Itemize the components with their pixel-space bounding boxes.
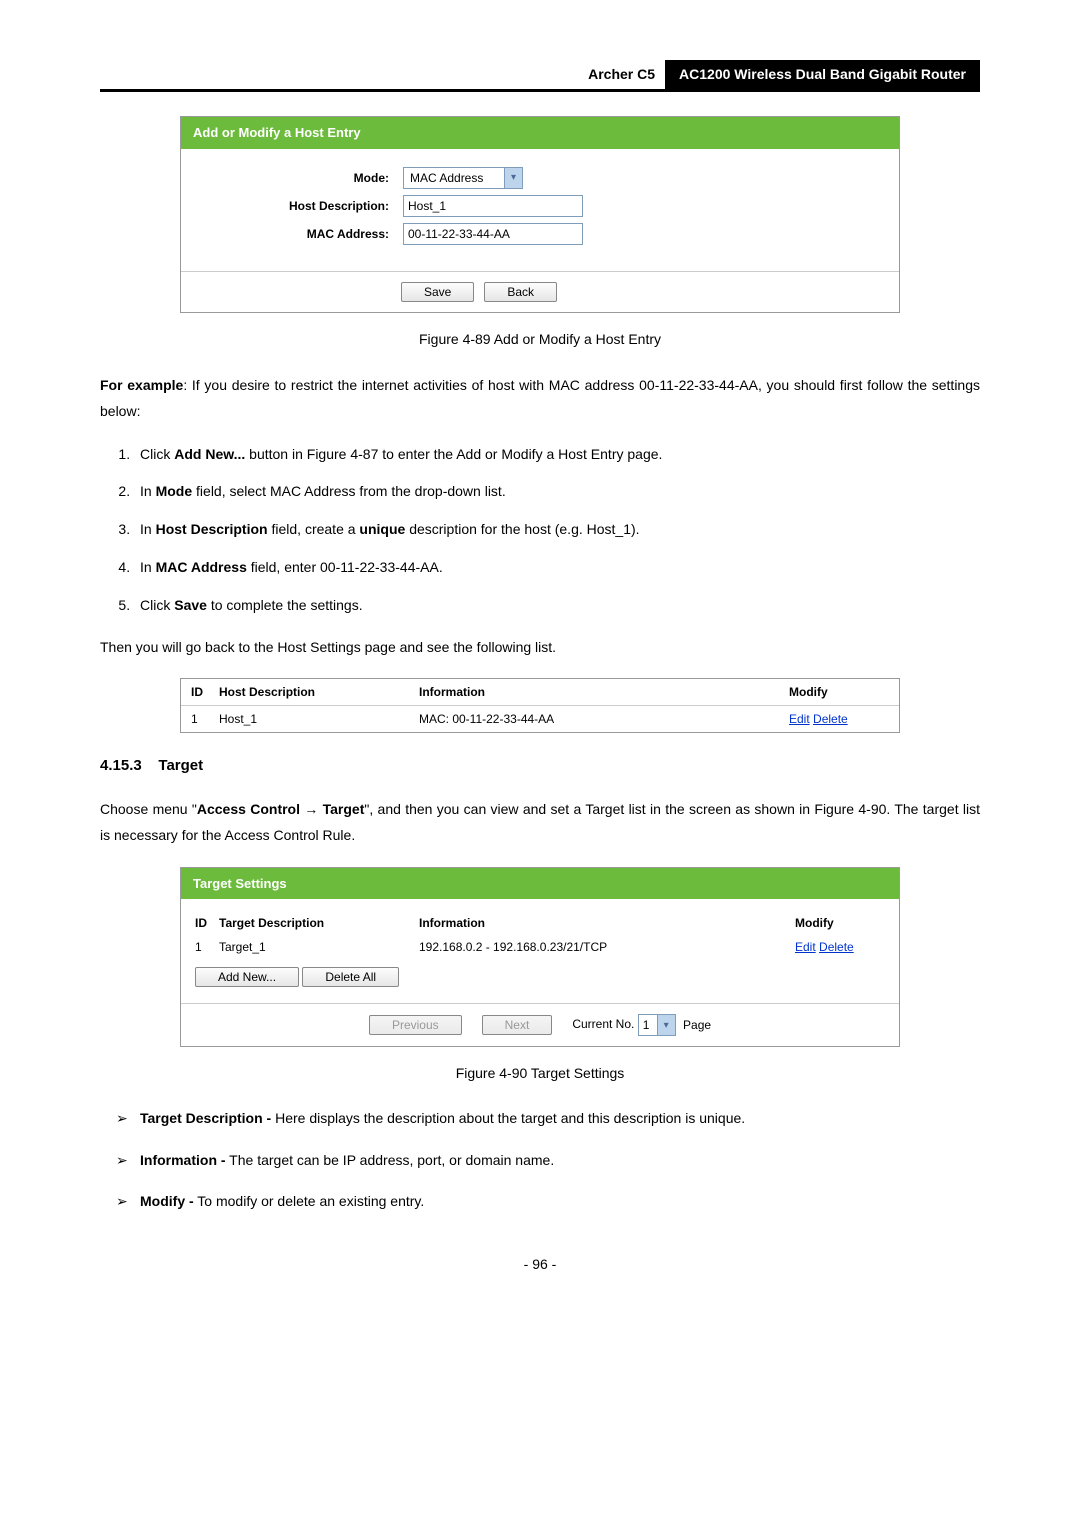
section-heading: 4.15.3 Target — [100, 755, 980, 778]
target-row-id: 1 — [195, 938, 219, 956]
target-settings-body: ID Target Description Information Modify… — [181, 899, 899, 1003]
mode-dropdown[interactable]: MAC Address ▾ — [403, 167, 523, 189]
target-table-header: ID Target Description Information Modify — [195, 911, 885, 935]
target-settings-title: Target Settings — [181, 868, 899, 900]
save-button[interactable]: Save — [401, 282, 474, 302]
step-4: In MAC Address field, enter 00-11-22-33-… — [134, 556, 980, 580]
example-prefix: For example — [100, 377, 183, 393]
target-delete-link[interactable]: Delete — [819, 940, 854, 954]
host-entry-footer: Save Back — [181, 271, 899, 312]
target-row-info: 192.168.0.2 - 192.168.0.23/21/TCP — [419, 938, 795, 956]
page-dropdown-value: 1 — [639, 1015, 657, 1035]
mac-address-row: MAC Address: — [193, 223, 887, 245]
host-table-row: 1 Host_1 MAC: 00-11-22-33-44-AA Edit Del… — [181, 706, 899, 732]
mode-label: Mode: — [193, 169, 403, 187]
host-row-info: MAC: 00-11-22-33-44-AA — [419, 710, 789, 728]
current-no-label: Current No. 1 ▾ Page — [572, 1014, 711, 1036]
host-description-row: Host Description: — [193, 195, 887, 217]
add-new-button[interactable]: Add New... — [195, 967, 299, 987]
host-entry-body: Mode: MAC Address ▾ Host Description: MA… — [181, 149, 899, 271]
target-edit-link[interactable]: Edit — [795, 940, 816, 954]
host-row-modify: Edit Delete — [789, 710, 889, 728]
target-col-modify: Modify — [795, 914, 885, 932]
target-settings-panel: Target Settings ID Target Description In… — [180, 867, 900, 1048]
host-row-desc: Host_1 — [219, 710, 419, 728]
chevron-down-icon: ▾ — [504, 168, 522, 188]
delete-all-button[interactable]: Delete All — [302, 967, 399, 987]
header-product: AC1200 Wireless Dual Band Gigabit Router — [665, 60, 980, 89]
step-1: Click Add New... button in Figure 4-87 t… — [134, 443, 980, 467]
target-bullets: Target Description - Here displays the d… — [100, 1106, 980, 1214]
page-number: - 96 - — [100, 1254, 980, 1275]
col-info-header: Information — [419, 683, 789, 701]
target-table-row: 1 Target_1 192.168.0.2 - 192.168.0.23/21… — [195, 935, 885, 959]
host-description-input[interactable] — [403, 195, 583, 217]
target-col-desc: Target Description — [219, 914, 419, 932]
bullet-modify: Modify - To modify or delete an existing… — [116, 1189, 980, 1214]
back-button[interactable]: Back — [484, 282, 557, 302]
target-button-row: Add New... Delete All — [195, 967, 885, 987]
step-5: Click Save to complete the settings. — [134, 594, 980, 618]
col-desc-header: Host Description — [219, 683, 419, 701]
delete-link[interactable]: Delete — [813, 712, 848, 726]
host-entry-panel: Add or Modify a Host Entry Mode: MAC Add… — [180, 116, 900, 313]
host-row-id: 1 — [191, 710, 219, 728]
mac-address-input[interactable] — [403, 223, 583, 245]
document-header: Archer C5 AC1200 Wireless Dual Band Giga… — [100, 60, 980, 92]
section-name: Target — [158, 757, 203, 774]
col-id-header: ID — [191, 683, 219, 701]
example-body: : If you desire to restrict the internet… — [100, 377, 980, 420]
example-paragraph: For example: If you desire to restrict t… — [100, 372, 980, 425]
edit-link[interactable]: Edit — [789, 712, 810, 726]
chevron-down-icon: ▾ — [657, 1015, 675, 1035]
mode-dropdown-value: MAC Address — [404, 168, 504, 188]
host-table-header: ID Host Description Information Modify — [181, 679, 899, 706]
col-modify-header: Modify — [789, 683, 889, 701]
target-row-modify: Edit Delete — [795, 938, 885, 956]
previous-button[interactable]: Previous — [369, 1015, 462, 1035]
host-description-label: Host Description: — [193, 197, 403, 215]
host-list-table: ID Host Description Information Modify 1… — [180, 678, 900, 733]
then-paragraph: Then you will go back to the Host Settin… — [100, 634, 980, 661]
mode-row: Mode: MAC Address ▾ — [193, 167, 887, 189]
target-pager: Previous Next Current No. 1 ▾ Page — [181, 1003, 899, 1046]
steps-list: Click Add New... button in Figure 4-87 t… — [100, 443, 980, 618]
mac-address-label: MAC Address: — [193, 225, 403, 243]
figure-490-caption: Figure 4-90 Target Settings — [100, 1063, 980, 1084]
target-row-desc: Target_1 — [219, 938, 419, 956]
header-model: Archer C5 — [578, 60, 665, 89]
target-col-id: ID — [195, 914, 219, 932]
step-3: In Host Description field, create a uniq… — [134, 518, 980, 542]
step-2: In Mode field, select MAC Address from t… — [134, 480, 980, 504]
section-number: 4.15.3 — [100, 757, 142, 774]
next-button[interactable]: Next — [482, 1015, 553, 1035]
host-entry-title: Add or Modify a Host Entry — [181, 117, 899, 149]
bullet-target-description: Target Description - Here displays the d… — [116, 1106, 980, 1131]
target-intro-paragraph: Choose menu "Access Control → Target", a… — [100, 796, 980, 849]
page-dropdown[interactable]: 1 ▾ — [638, 1014, 676, 1036]
figure-489-caption: Figure 4-89 Add or Modify a Host Entry — [100, 329, 980, 350]
target-col-info: Information — [419, 914, 795, 932]
bullet-information: Information - The target can be IP addre… — [116, 1148, 980, 1173]
